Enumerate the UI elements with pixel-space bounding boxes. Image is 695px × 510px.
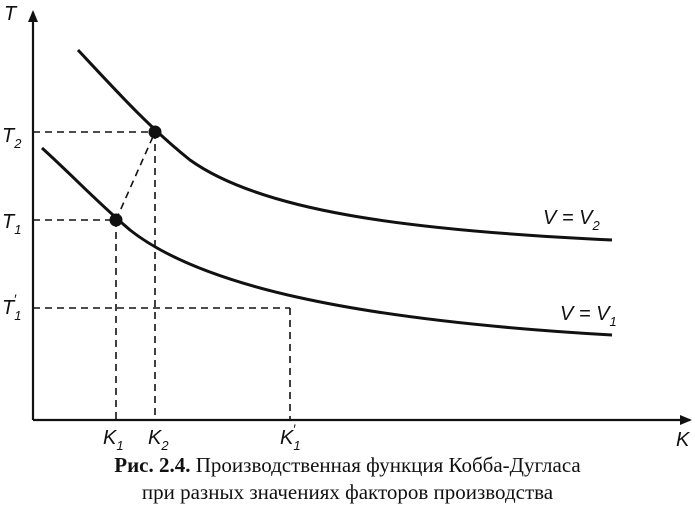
isoquant-v2-curve (76, 48, 613, 242)
y-tick-t1: T1 (2, 211, 21, 237)
x-tick-k1-prime: K1′ (280, 421, 301, 450)
curve-label-v2: V = V2 (543, 207, 600, 233)
caption-title: Производственная функция Кобба-Дугласа (190, 453, 581, 477)
curve-label-v1: V = V1 (560, 303, 617, 329)
point-k2-t2 (148, 125, 162, 139)
y-tick-t2: T2 (2, 125, 22, 151)
caption-figure-number: Рис. 2.4. (114, 453, 191, 477)
x-axis-label: K (676, 429, 691, 450)
x-tick-k2: K2 (148, 427, 169, 450)
isoquant-v1-curve (40, 146, 613, 337)
cobb-douglas-diagram: T K T2 T1 T1′ K1 (2, 3, 692, 450)
y-tick-t1-prime: T1′ (2, 291, 21, 323)
caption-line-1: Рис. 2.4. Производственная функция Кобба… (0, 452, 695, 478)
point-k1-t1 (109, 213, 123, 227)
expansion-path-line (115, 131, 156, 221)
y-axis-label: T (4, 3, 18, 25)
caption-line-2: при разных значениях факторов производст… (141, 480, 554, 504)
x-tick-k1: K1 (103, 427, 124, 450)
